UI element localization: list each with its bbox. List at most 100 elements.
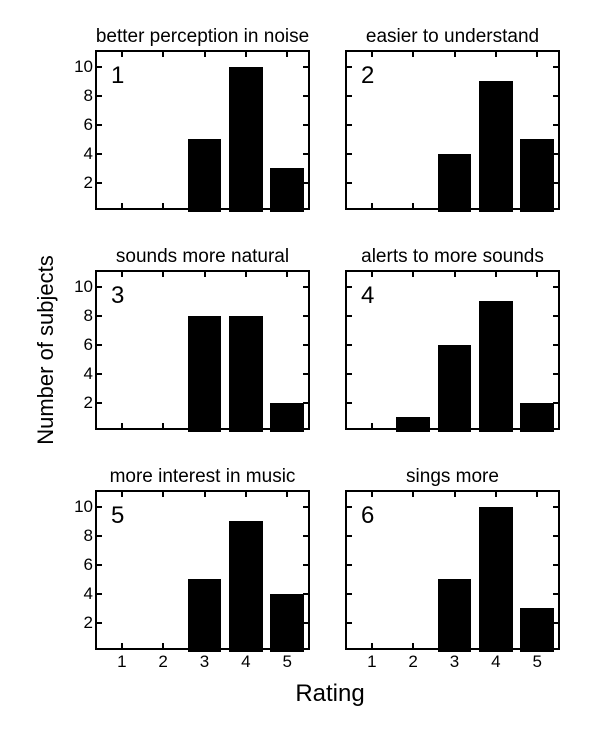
tick-mark (553, 402, 558, 404)
x-tick-label: 3 (450, 652, 459, 672)
tick-mark (303, 315, 308, 317)
plot-box: 2 (345, 50, 560, 210)
panel-title: easier to understand (345, 26, 560, 48)
tick-mark (245, 492, 247, 497)
bar (229, 521, 263, 652)
tick-mark (536, 272, 538, 277)
x-tick-label: 4 (491, 652, 500, 672)
tick-mark (371, 203, 373, 208)
tick-mark (412, 423, 414, 428)
tick-mark (97, 344, 102, 346)
tick-mark (121, 203, 123, 208)
tick-mark (371, 272, 373, 277)
tick-mark (495, 203, 497, 208)
tick-mark (347, 124, 352, 126)
x-axis-label: Rating (295, 680, 364, 708)
tick-mark (245, 272, 247, 277)
x-tick-label: 4 (241, 652, 250, 672)
tick-mark (303, 124, 308, 126)
tick-mark (454, 203, 456, 208)
tick-mark (245, 643, 247, 648)
tick-mark (204, 492, 206, 497)
bar (438, 345, 472, 432)
x-tick-label: 1 (117, 652, 126, 672)
tick-mark (553, 315, 558, 317)
tick-mark (553, 593, 558, 595)
panel-number: 5 (111, 502, 124, 530)
tick-mark (97, 182, 102, 184)
y-tick-label: 8 (84, 86, 93, 106)
tick-mark (412, 492, 414, 497)
tick-mark (97, 95, 102, 97)
panel-3: sounds more natural2468103 (95, 270, 310, 430)
tick-mark (347, 564, 352, 566)
y-tick-label: 6 (84, 115, 93, 135)
tick-mark (162, 52, 164, 57)
tick-mark (97, 402, 102, 404)
tick-mark (245, 423, 247, 428)
bar (438, 579, 472, 652)
x-tick-label: 2 (158, 652, 167, 672)
panel-title: more interest in music (95, 466, 310, 488)
tick-mark (162, 492, 164, 497)
tick-mark (303, 344, 308, 346)
tick-mark (412, 203, 414, 208)
tick-mark (121, 423, 123, 428)
tick-mark (121, 52, 123, 57)
tick-mark (347, 402, 352, 404)
tick-mark (162, 203, 164, 208)
tick-mark (412, 52, 414, 57)
tick-mark (536, 423, 538, 428)
tick-mark (245, 203, 247, 208)
tick-mark (553, 286, 558, 288)
tick-mark (412, 272, 414, 277)
bar (479, 301, 513, 432)
tick-mark (347, 622, 352, 624)
panel-number: 6 (361, 502, 374, 530)
tick-mark (97, 124, 102, 126)
plot-box: 4 (345, 270, 560, 430)
panel-1: better perception in noise2468101 (95, 50, 310, 210)
plot-box: 123456 (345, 490, 560, 650)
tick-mark (97, 506, 102, 508)
tick-mark (371, 492, 373, 497)
tick-mark (347, 593, 352, 595)
tick-mark (286, 203, 288, 208)
tick-mark (553, 95, 558, 97)
tick-mark (162, 272, 164, 277)
y-tick-label: 2 (84, 613, 93, 633)
y-tick-label: 10 (74, 57, 93, 77)
y-tick-label: 6 (84, 335, 93, 355)
tick-mark (204, 423, 206, 428)
y-tick-label: 10 (74, 497, 93, 517)
panel-6: sings more123456 (345, 490, 560, 650)
y-axis-label: Number of subjects (33, 255, 59, 445)
tick-mark (536, 203, 538, 208)
tick-mark (553, 564, 558, 566)
tick-mark (347, 66, 352, 68)
tick-mark (347, 182, 352, 184)
tick-mark (286, 492, 288, 497)
tick-mark (347, 344, 352, 346)
tick-mark (495, 643, 497, 648)
tick-mark (454, 272, 456, 277)
tick-mark (495, 52, 497, 57)
tick-mark (347, 153, 352, 155)
figure: { "figure": { "width_px": 600, "height_p… (0, 0, 600, 738)
tick-mark (303, 622, 308, 624)
tick-mark (371, 423, 373, 428)
tick-mark (286, 52, 288, 57)
tick-mark (303, 593, 308, 595)
tick-mark (286, 272, 288, 277)
tick-mark (553, 506, 558, 508)
panel-number: 3 (111, 282, 124, 310)
tick-mark (303, 286, 308, 288)
tick-mark (371, 643, 373, 648)
tick-mark (204, 643, 206, 648)
tick-mark (454, 52, 456, 57)
tick-mark (303, 182, 308, 184)
tick-mark (97, 286, 102, 288)
tick-mark (97, 373, 102, 375)
bar (520, 139, 554, 212)
tick-mark (204, 52, 206, 57)
